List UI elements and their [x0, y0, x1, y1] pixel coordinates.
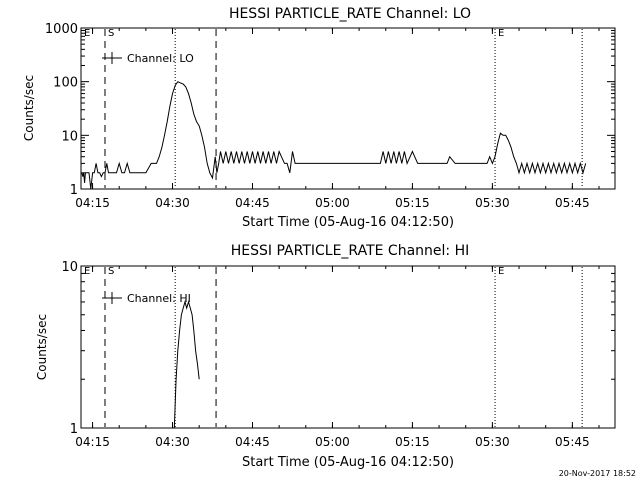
chart-title: HESSI PARTICLE_RATE Channel: HI [231, 243, 469, 259]
y-axis-label: Counts/sec [22, 75, 36, 141]
x-tick-label-0: 04:15 [75, 196, 110, 210]
plot-frame [80, 265, 616, 429]
plot-frame-group [80, 265, 616, 429]
marker-label-0: E [84, 28, 90, 39]
data-series [81, 81, 587, 190]
plot-frame-group [80, 27, 616, 190]
x-tick-label-2: 04:45 [235, 196, 270, 210]
panel-hi: HESSI PARTICLE_RATE Channel: HI E S E 04:1… [35, 243, 616, 470]
legend-label-0: Channel: HI [127, 292, 191, 305]
y-tick-label-0: 1 [70, 183, 78, 198]
x-tick-label-3: 05:00 [315, 435, 350, 449]
marker-label-0: E [84, 266, 90, 277]
y-tick-label-1: 10 [61, 260, 78, 275]
x-axis-label: Start Time (05-Aug-16 04:12:50) [242, 455, 454, 470]
x-tick-label-4: 05:15 [395, 196, 430, 210]
x-tick-label-1: 04:30 [155, 196, 190, 210]
legend-label-0: Channel: LO [127, 52, 194, 65]
y-axis: 1 10 [61, 260, 615, 437]
x-tick-label-0: 04:15 [75, 435, 110, 449]
y-tick-label-2: 100 [53, 76, 78, 91]
x-tick-label-6: 05:45 [555, 435, 590, 449]
y-axis-label: Counts/sec [35, 314, 49, 380]
x-tick-label-1: 04:30 [155, 435, 190, 449]
marker-label-4: E [498, 266, 504, 277]
x-tick-label-4: 05:15 [395, 435, 430, 449]
y-tick-label-1: 10 [61, 129, 78, 144]
chart-title: HESSI PARTICLE_RATE Channel: LO [229, 6, 471, 22]
x-tick-label-5: 05:30 [475, 196, 510, 210]
y-tick-label-0: 1 [70, 422, 78, 437]
x-axis: 04:15 04:30 04:45 05:00 05:15 05:30 05:45 [75, 28, 600, 210]
y-tick-label-3: 1000 [45, 22, 78, 37]
x-tick-label-5: 05:30 [475, 435, 510, 449]
x-tick-label-2: 04:45 [235, 435, 270, 449]
x-axis-label: Start Time (05-Aug-16 04:12:50) [242, 215, 454, 230]
footer-timestamp: 20-Nov-2017 18:52 [559, 469, 636, 478]
panel-lo: HESSI PARTICLE_RATE Channel: LO E S E 04:1… [22, 6, 616, 230]
marker-label-4: E [498, 28, 504, 39]
x-axis: 04:15 04:30 04:45 05:00 05:15 05:30 05:45 [75, 266, 600, 449]
data-series [173, 300, 200, 429]
series-line-0 [173, 300, 200, 429]
y-axis: 1 10 100 1000 [45, 22, 615, 198]
marker-label-1: S [108, 28, 114, 39]
x-tick-label-3: 05:00 [315, 196, 350, 210]
x-tick-label-6: 05:45 [555, 196, 590, 210]
marker-label-1: S [108, 266, 114, 277]
series-line-0 [81, 81, 587, 190]
legend: Channel: LO [102, 52, 194, 65]
legend: Channel: HI [102, 292, 191, 305]
plot-frame [80, 27, 616, 190]
